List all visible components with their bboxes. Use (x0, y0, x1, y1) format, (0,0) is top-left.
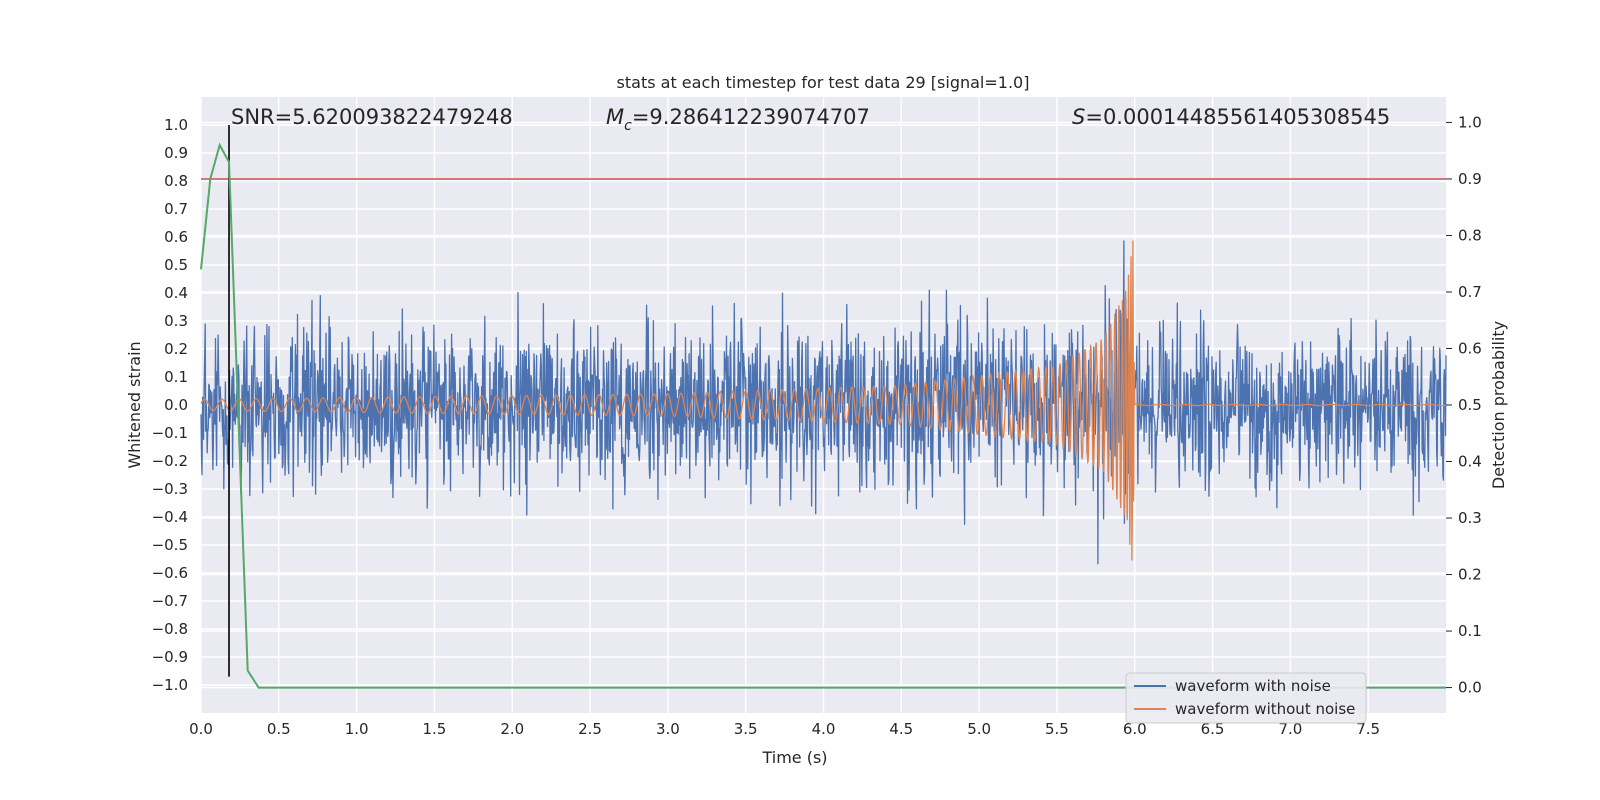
x-tick-label: 0.5 (267, 720, 291, 738)
y-left-tick-label: −0.5 (152, 536, 188, 554)
y-left-tick-label: −0.9 (152, 648, 188, 666)
y-right-tick-label: 0.6 (1458, 339, 1482, 357)
y-left-tick-label: −0.7 (152, 592, 188, 610)
y-left-tick-label: −0.1 (152, 424, 188, 442)
y-left-tick-label: 1.0 (164, 116, 188, 134)
legend: waveform with noise waveform without noi… (1125, 672, 1367, 724)
x-tick-label: 6.0 (1123, 720, 1147, 738)
y-left-tick-label: 0.3 (164, 312, 188, 330)
y-right-tick-label: 0.2 (1458, 566, 1482, 584)
y-left-tick-label: −0.2 (152, 452, 188, 470)
y-right-tick-label: 0.5 (1458, 396, 1482, 414)
overlay-lines (200, 125, 1447, 689)
y-left-tick-label: −1.0 (152, 676, 188, 694)
chirp-mass-annotation: Mc=9.286412239074707 (606, 105, 870, 134)
y-left-tick-label: 0.6 (164, 228, 188, 246)
y-left-tick-label: −0.4 (152, 508, 188, 526)
x-tick-label: 2.0 (500, 720, 524, 738)
clean-waveform-line (200, 240, 1447, 561)
y-right-tick-label: 1.0 (1458, 113, 1482, 131)
x-tick-label: 5.5 (1045, 720, 1069, 738)
noise-waveform-line (200, 240, 1447, 565)
x-tick-label: 2.5 (578, 720, 602, 738)
snr-annotation: SNR=5.620093822479248 (231, 105, 513, 129)
y-left-tick-label: −0.8 (152, 620, 188, 638)
legend-label-noise: waveform with noise (1175, 677, 1331, 695)
y-axis-label-left: Whitened strain (125, 341, 144, 468)
series-waveform-without-noise (200, 240, 1447, 561)
x-tick-label: 1.5 (423, 720, 447, 738)
x-tick-label: 6.5 (1201, 720, 1225, 738)
legend-box (1125, 672, 1367, 724)
s-annotation: S=0.00014485561405308545 (1072, 105, 1390, 129)
y-right-tick-label: 0.3 (1458, 509, 1482, 527)
y-right-tick-label: 0.7 (1458, 283, 1482, 301)
y-left-tick-label: −0.3 (152, 480, 188, 498)
x-tick-label: 5.0 (967, 720, 991, 738)
y-right-tick-label: 0.4 (1458, 453, 1482, 471)
y-left-tick-label: 0.2 (164, 340, 188, 358)
y-right-tick-label: 0.8 (1458, 226, 1482, 244)
y-left-tick-label: 0.1 (164, 368, 188, 386)
y-left-tick-label: 0.5 (164, 256, 188, 274)
y-left-tick-label: 0.4 (164, 284, 188, 302)
x-tick-label: 3.5 (734, 720, 758, 738)
chart-title: stats at each timestep for test data 29 … (617, 73, 1030, 92)
y-left-tick-label: 0.8 (164, 172, 188, 190)
y-right-tick-label: 0.1 (1458, 622, 1482, 640)
series-waveform-with-noise (200, 240, 1447, 565)
y-axis-label-right: Detection probability (1489, 321, 1508, 489)
y-right-tick-label: 0.0 (1458, 679, 1482, 697)
y-left-tick-label: 0.9 (164, 144, 188, 162)
x-axis-label: Time (s) (761, 748, 827, 767)
x-tick-label: 4.5 (889, 720, 913, 738)
y-left-tick-label: −0.6 (152, 564, 188, 582)
x-tick-label: 3.0 (656, 720, 680, 738)
x-tick-label: 7.5 (1356, 720, 1380, 738)
x-tick-label: 0.0 (189, 720, 213, 738)
y-left-tick-label: 0.0 (164, 396, 188, 414)
x-tick-label: 7.0 (1278, 720, 1302, 738)
y-left-tick-label: 0.7 (164, 200, 188, 218)
legend-label-clean: waveform without noise (1175, 700, 1355, 718)
x-tick-label: 1.0 (345, 720, 369, 738)
tick-labels: 0.0 0.5 1.0 1.5 2.0 2.5 3.0 3.5 4.0 4.5 5.0 5.5 6.0 6… (152, 113, 1482, 738)
x-tick-label: 4.0 (812, 720, 836, 738)
y-right-tick-label: 0.9 (1458, 170, 1482, 188)
